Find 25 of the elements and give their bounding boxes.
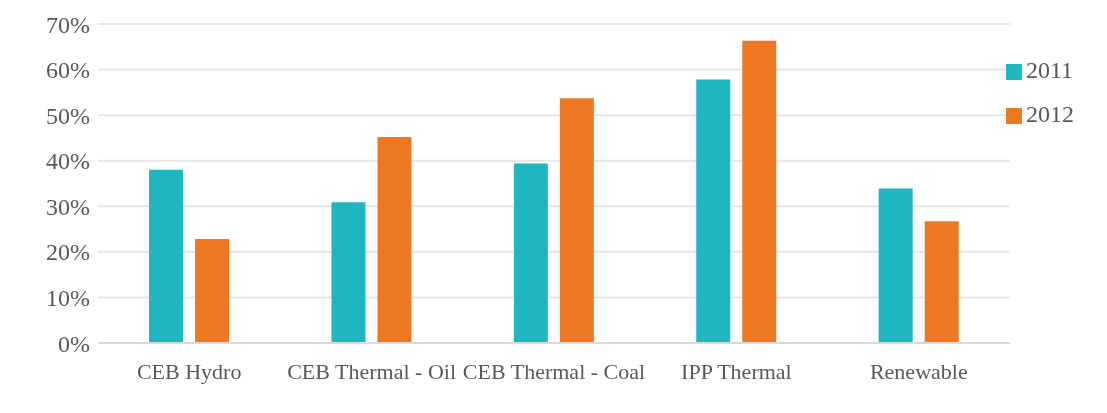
bar	[331, 202, 366, 343]
y-tick-label: 20%	[46, 239, 90, 266]
y-tick-label: 70%	[46, 11, 90, 38]
bar	[195, 239, 230, 343]
bar	[559, 98, 594, 343]
bar	[149, 169, 184, 343]
y-tick-label: 60%	[46, 57, 90, 84]
bar	[377, 137, 412, 343]
x-tick-label: CEB Thermal - Coal	[462, 358, 646, 384]
bar	[924, 221, 959, 343]
y-tick-label: 30%	[46, 193, 90, 220]
x-tick-label: IPP Thermal	[681, 358, 792, 384]
bar	[878, 188, 913, 343]
y-tick-label: 50%	[46, 102, 90, 129]
x-tick-label: Renewable	[869, 358, 968, 384]
bar	[513, 163, 548, 343]
y-tick-label: 10%	[46, 284, 90, 311]
bar	[696, 79, 731, 343]
x-tick-label: CEB Thermal - Oil	[287, 358, 457, 384]
x-tick-label: CEB Hydro	[136, 358, 242, 384]
legend-label: 2011	[1026, 57, 1074, 83]
bar	[742, 40, 777, 343]
legend-label: 2012	[1026, 101, 1074, 127]
y-tick-label: 0%	[58, 330, 90, 357]
y-tick-label: 40%	[46, 148, 90, 175]
